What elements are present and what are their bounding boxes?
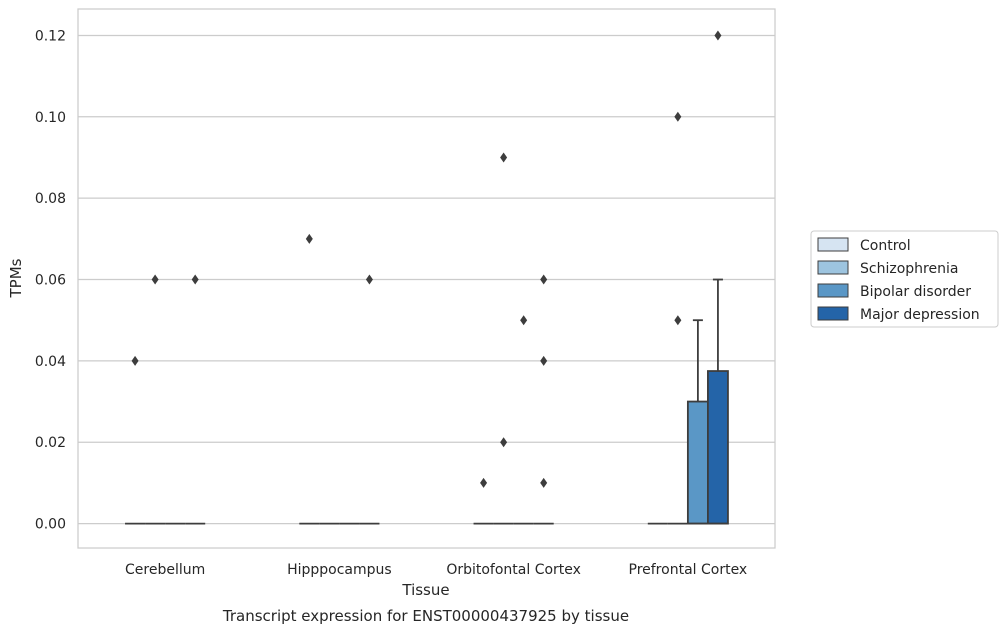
- y-tick-label: 0.00: [35, 517, 66, 533]
- x-axis-title: Tissue: [401, 581, 449, 599]
- grid-lines: [78, 34, 775, 525]
- legend-label: Control: [860, 238, 911, 254]
- plot-area-frame: [77, 8, 776, 549]
- outlier-point: [500, 152, 508, 163]
- outlier-point: [365, 274, 373, 285]
- legend-label: Bipolar disorder: [860, 284, 971, 300]
- y-tick-label: 0.06: [35, 273, 66, 289]
- x-tick-label: Cerebellum: [125, 562, 205, 578]
- y-tick-label: 0.10: [35, 110, 66, 126]
- outlier-point: [191, 274, 199, 285]
- y-tick-label: 0.02: [35, 435, 66, 451]
- outlier-point: [305, 233, 313, 244]
- outlier-points: [131, 30, 722, 488]
- outlier-point: [131, 355, 139, 366]
- box-body: [686, 400, 709, 525]
- outlier-point: [520, 315, 528, 326]
- outlier-point: [151, 274, 159, 285]
- legend-swatch: [817, 283, 849, 298]
- box-bipolar-disorder: [686, 319, 709, 525]
- box-major-depression: [707, 278, 729, 525]
- legend-swatch: [817, 260, 849, 275]
- y-tick-label: 0.08: [35, 191, 66, 207]
- box-body: [707, 370, 729, 525]
- legend-frame: [810, 230, 999, 328]
- x-tick-label: Prefrontal Cortex: [629, 562, 748, 578]
- y-axis-title: TPMs: [7, 258, 25, 298]
- outlier-point: [674, 315, 682, 326]
- legend-swatch: [817, 237, 849, 252]
- legend: Control Schizophrenia Bipolar disorder Majo…: [810, 230, 999, 328]
- legend-label: Major depression: [860, 307, 980, 323]
- outlier-point: [540, 274, 548, 285]
- x-tick-label: Orbitofontal Cortex: [446, 562, 581, 578]
- outlier-point: [714, 30, 722, 41]
- x-tick-label: Hipppocampus: [287, 562, 392, 578]
- box-series: [125, 278, 729, 525]
- chart-caption: Transcript expression for ENST0000043792…: [222, 607, 629, 625]
- outlier-point: [500, 437, 508, 448]
- outlier-point: [540, 355, 548, 366]
- legend-label: Schizophrenia: [860, 261, 958, 277]
- y-tick-label: 0.12: [35, 28, 66, 44]
- outlier-point: [540, 477, 548, 488]
- y-tick-label: 0.04: [35, 354, 66, 370]
- y-axis-ticks: 0.00 0.02 0.04 0.06 0.08 0.10 0.12: [35, 28, 66, 532]
- outlier-point: [674, 111, 682, 122]
- x-axis-ticks: Cerebellum Hipppocampus Orbitofontal Corte…: [125, 562, 747, 578]
- outlier-point: [480, 477, 488, 488]
- legend-swatch: [817, 306, 849, 321]
